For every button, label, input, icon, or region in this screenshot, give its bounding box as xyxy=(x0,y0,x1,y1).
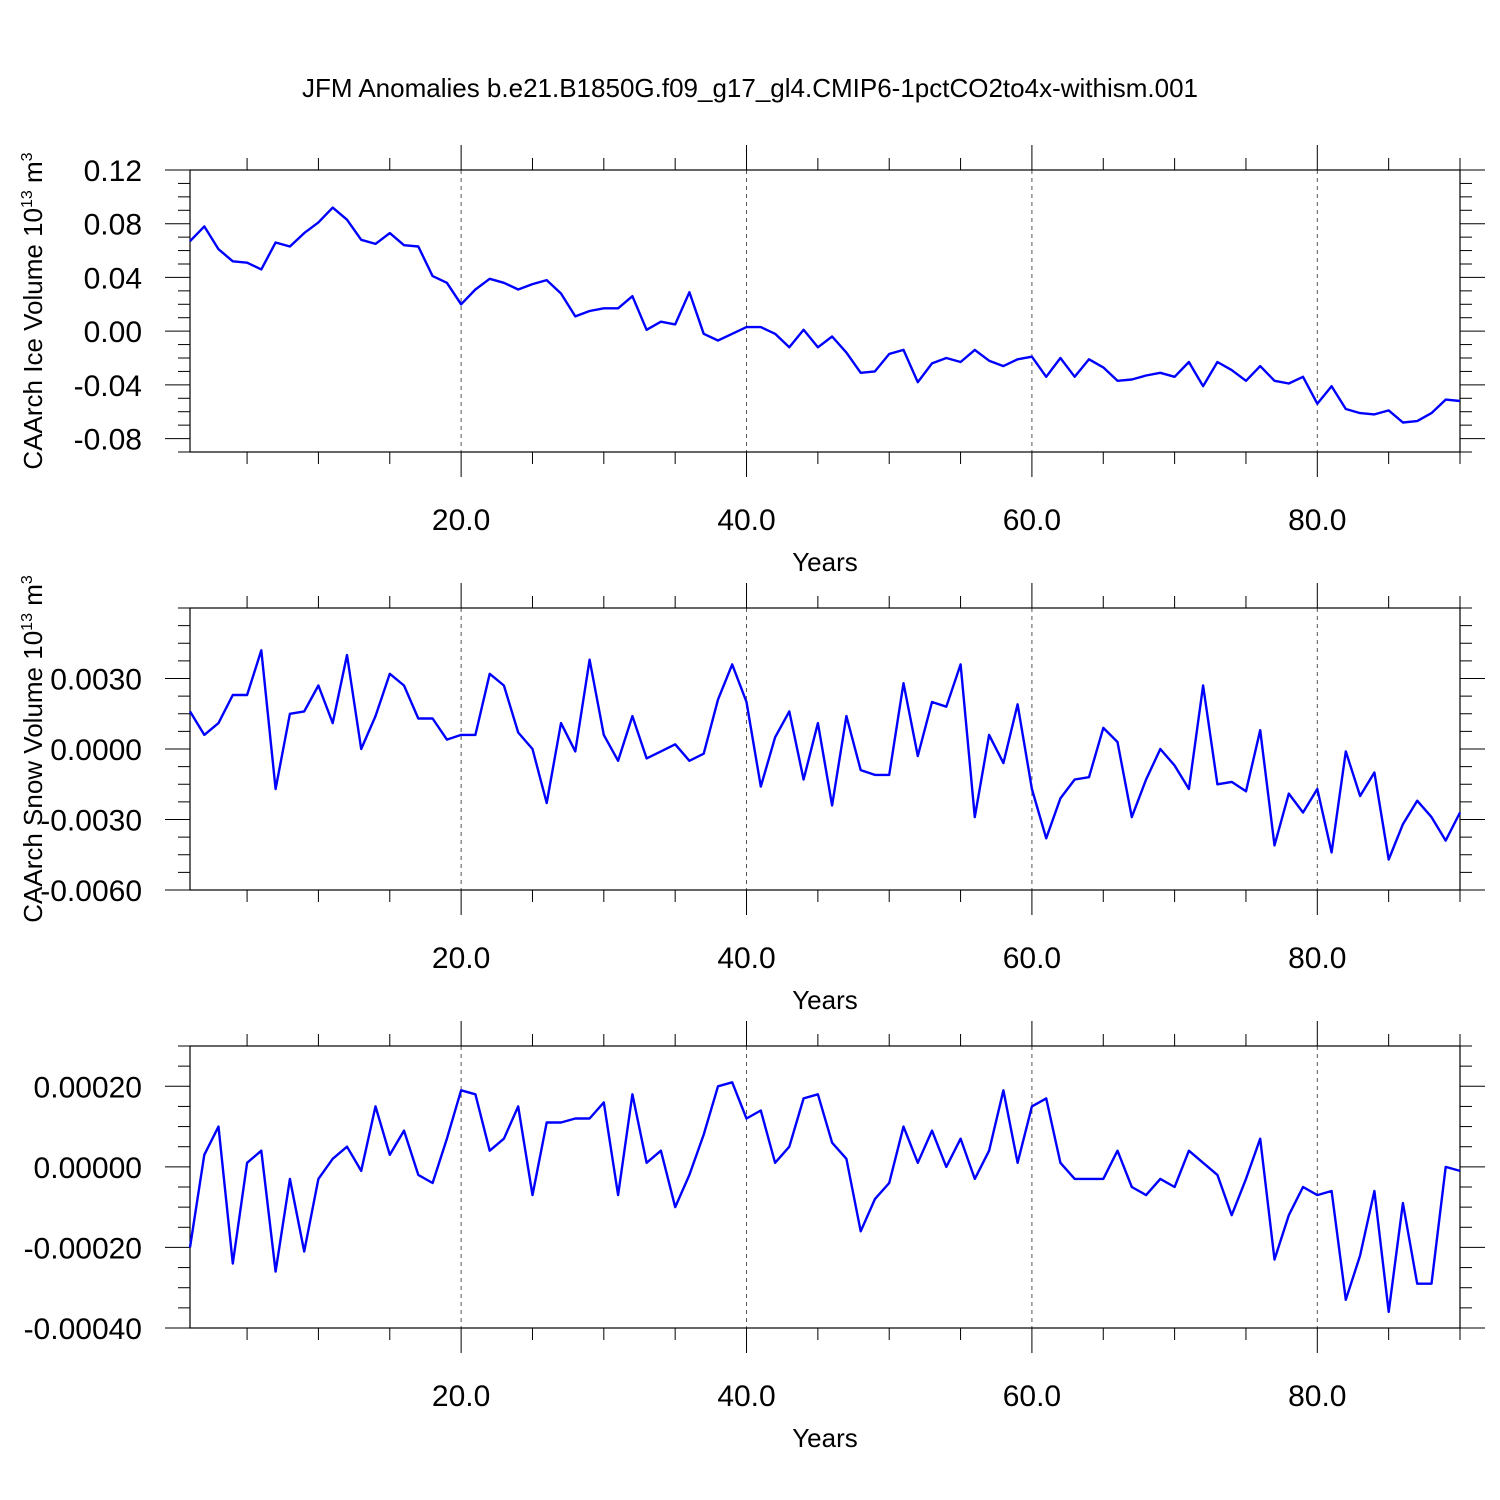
y-tick-label: 0.04 xyxy=(84,262,142,295)
x-tick-label: 40.0 xyxy=(717,504,775,537)
panels: 0.12 0.08 0.04 0.00 -0.04 -0.08 20.0 40.0 60.0 80… xyxy=(18,145,1485,1453)
x-tick-label: 60.0 xyxy=(1003,504,1061,537)
x-tick-label: 20.0 xyxy=(432,942,490,975)
panel-third: 0.00020 0.00000 -0.00020 -0.00040 20.0 40.0 60… xyxy=(24,1021,1485,1453)
series-line-ice xyxy=(189,206,1461,424)
x-axis-label: Years xyxy=(792,1423,858,1453)
plot-frame xyxy=(189,1045,1461,1329)
x-axis-label: Years xyxy=(792,985,858,1015)
x-tick-label: 20.0 xyxy=(432,1380,490,1413)
x-tick-label: 60.0 xyxy=(1003,942,1061,975)
x-tick-label: 40.0 xyxy=(717,1380,775,1413)
y-tick-label: -0.00040 xyxy=(24,1313,142,1346)
x-tick-label: 40.0 xyxy=(717,942,775,975)
y-axis-label: CAArch Ice Volume 1013 m3 xyxy=(18,152,48,469)
y-tick-label: -0.00020 xyxy=(24,1232,142,1265)
x-tick-label: 60.0 xyxy=(1003,1380,1061,1413)
x-axis-label: Years xyxy=(792,547,858,577)
y-tick-label: -0.08 xyxy=(74,424,142,457)
y-axis-label: CAArch Snow Volume 1013 m3 xyxy=(18,575,48,923)
series-line-snow xyxy=(188,649,1462,861)
panel-snow: 0.0030 0.0000 -0.0030 -0.0060 20.0 40.0 60.0 80… xyxy=(18,575,1485,1015)
y-tick-label: 0.12 xyxy=(84,155,142,188)
x-tick-label: 20.0 xyxy=(432,504,490,537)
plot-frame xyxy=(189,169,1461,453)
panel-ice: 0.12 0.08 0.04 0.00 -0.04 -0.08 20.0 40.0 60.0 80… xyxy=(18,145,1485,577)
plot-frame xyxy=(189,607,1461,891)
y-tick-label: -0.0060 xyxy=(40,875,142,908)
chart-title: JFM Anomalies b.e21.B1850G.f09_g17_gl4.C… xyxy=(302,73,1198,103)
series-line-third xyxy=(188,1081,1461,1314)
x-tick-label: 80.0 xyxy=(1288,1380,1346,1413)
x-tick-label: 80.0 xyxy=(1288,504,1346,537)
y-tick-label: -0.0030 xyxy=(40,805,142,838)
y-tick-label: 0.0000 xyxy=(50,734,142,767)
y-tick-label: 0.00020 xyxy=(34,1071,142,1104)
y-tick-label: -0.04 xyxy=(74,370,142,403)
y-tick-label: 0.00 xyxy=(84,316,142,349)
y-tick-label: 0.00000 xyxy=(34,1152,142,1185)
y-tick-label: 0.08 xyxy=(84,209,142,242)
x-tick-label: 80.0 xyxy=(1288,942,1346,975)
y-tick-label: 0.0030 xyxy=(50,664,142,697)
